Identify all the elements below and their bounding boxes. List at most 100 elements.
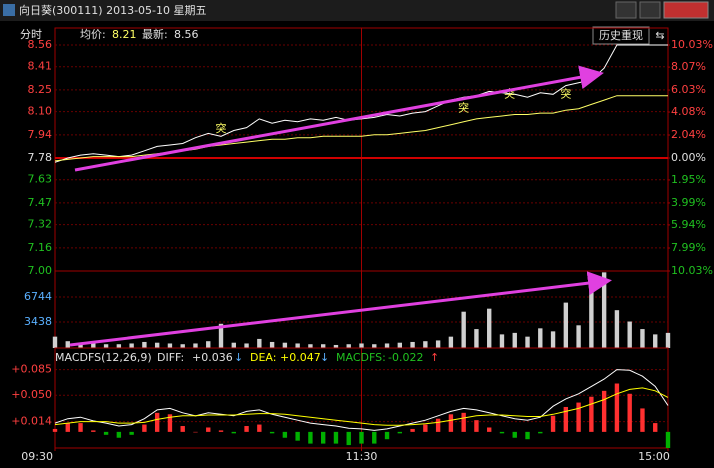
macd-bar [65, 423, 70, 432]
volume-bar [180, 344, 185, 348]
macd-bar [231, 431, 236, 434]
y2-tick-label: 10.03% [671, 38, 713, 51]
annotation: 突 [504, 86, 515, 100]
volume-bar [244, 343, 249, 348]
series-line [54, 369, 669, 431]
volume-bar [410, 341, 415, 348]
macd-bar [346, 431, 351, 446]
window-title: 向日葵(300111) 2013-05-10 星期五 [19, 3, 207, 17]
macd-bar [282, 431, 288, 438]
annotation: 突 [458, 101, 469, 115]
macd-bar [384, 431, 390, 440]
macd-bar [474, 420, 479, 432]
macd-bar [308, 431, 313, 444]
y-tick-label: 7.47 [28, 196, 53, 209]
volume-bar [474, 329, 479, 348]
macd-header: DIFF: [157, 351, 184, 364]
volume-bar [653, 334, 658, 348]
volume-bar [167, 343, 173, 348]
macd-header: +0.047 [280, 351, 321, 364]
volume-bar [525, 336, 530, 348]
macd-bar [244, 426, 249, 432]
macd-bar [372, 431, 377, 444]
macd-bar [397, 431, 403, 434]
volume-bar [116, 344, 122, 348]
series-line [54, 387, 669, 426]
header-avg: 8.21 [112, 28, 137, 41]
macd-bar [180, 426, 185, 432]
macd-bar [589, 396, 594, 432]
macd-header: ↓ [234, 351, 243, 364]
macd-bar [614, 383, 620, 432]
header-last: 8.56 [174, 28, 199, 41]
x-tick-label: 15:00 [638, 450, 670, 463]
macd-bar [218, 430, 224, 432]
volume-bar [576, 325, 581, 348]
macd-bar [653, 423, 658, 432]
volume-bar [563, 302, 569, 348]
x-tick-label: 11:30 [346, 450, 378, 463]
volume-bar [308, 344, 313, 348]
history-button[interactable] [592, 26, 650, 45]
volume-bar [461, 311, 466, 348]
close-button[interactable] [663, 1, 709, 19]
y2-tick-label: 0.00% [671, 151, 706, 164]
macd-bar [525, 431, 530, 440]
volume-bar [206, 341, 211, 348]
macd-bar [410, 428, 415, 432]
y2-tick-label: 4.08% [671, 105, 706, 118]
volume-bar [52, 336, 58, 348]
y-tick-label: 8.25 [28, 83, 53, 96]
header-mode: 分时 [20, 28, 42, 41]
y-tick-label: 6744 [24, 290, 52, 303]
volume-bar [333, 344, 339, 348]
y2-tick-label: 8.07% [671, 60, 706, 73]
volume-bar [193, 343, 198, 348]
history-button-label: 历史重现 [599, 28, 643, 42]
y-tick-label: +0.085 [11, 363, 52, 376]
macd-bar [193, 431, 198, 433]
volume-bar [142, 341, 147, 348]
y-tick-label: 8.10 [28, 105, 53, 118]
macd-bar [52, 428, 58, 432]
volume-bar [295, 343, 300, 348]
trend-arrow [69, 271, 612, 347]
macd-bar [320, 431, 326, 444]
y-tick-label: +0.014 [11, 415, 52, 428]
macd-bar [257, 424, 262, 432]
volume-bar [601, 272, 607, 348]
y2-tick-label: 1.95% [671, 173, 706, 186]
volume-bar [435, 340, 441, 348]
title-bar [0, 0, 714, 21]
y2-tick-label: 10.03% [671, 264, 713, 277]
macd-header: DEA: [250, 351, 276, 364]
volume-bar [78, 342, 83, 348]
volume-bar [640, 329, 645, 348]
volume-bar [257, 338, 262, 348]
macd-bar [461, 412, 466, 432]
app-icon [3, 4, 15, 16]
volume-bar [627, 321, 632, 348]
macd-bar [116, 431, 122, 438]
macd-header: -0.022 [388, 351, 423, 364]
minimize-button[interactable] [615, 1, 637, 19]
volume-bar [423, 341, 428, 348]
maximize-button[interactable] [639, 1, 661, 19]
volume-bar [359, 343, 364, 348]
y-tick-label: 7.00 [28, 264, 53, 277]
volume-bar [384, 343, 390, 348]
volume-bar [614, 310, 620, 348]
volume-bar [91, 343, 96, 348]
volume-bar [65, 341, 70, 348]
swap-icon[interactable]: ⇆ [655, 29, 664, 42]
macd-bar [601, 390, 607, 432]
macd-header: +0.036 [192, 351, 233, 364]
header-last-label: 最新: [142, 27, 168, 41]
macd-bar [499, 431, 505, 434]
y-tick-label: 8.56 [28, 38, 53, 51]
y-tick-label: 7.63 [28, 173, 53, 186]
macd-bar [448, 414, 454, 432]
volume-bar [346, 344, 351, 348]
macd-bar [129, 431, 134, 435]
